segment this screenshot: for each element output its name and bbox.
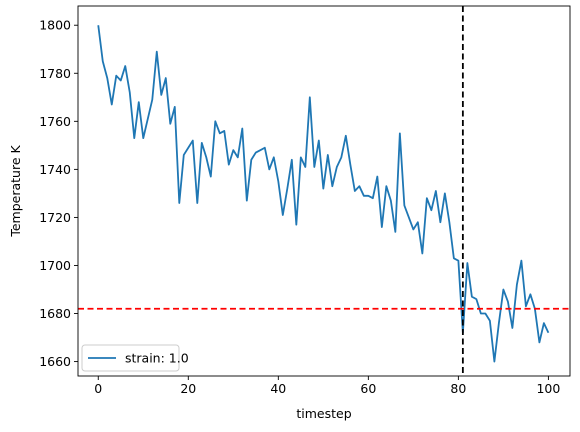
x-tick-label: 80 xyxy=(450,381,466,396)
legend-box xyxy=(81,344,180,372)
y-axis-ticks: 1660 1680 1700 1720 1740 1760 1780 1800 xyxy=(39,18,78,369)
x-axis-ticks: 0 20 40 60 80 100 xyxy=(94,376,560,396)
y-axis-title: Temperature K xyxy=(8,145,23,238)
plot-background xyxy=(78,6,570,376)
plot-frame xyxy=(77,5,571,377)
y-tick-label: 1760 xyxy=(39,114,71,129)
x-tick-label: 0 xyxy=(94,381,102,396)
y-tick-label: 1720 xyxy=(39,210,71,225)
y-tick-label: 1740 xyxy=(39,162,71,177)
y-tick-label: 1800 xyxy=(39,18,71,33)
y-tick-label: 1660 xyxy=(39,354,71,369)
y-tick-label: 1780 xyxy=(39,66,71,81)
x-axis-title: timestep xyxy=(296,406,351,421)
legend-label: strain: 1.0 xyxy=(125,351,189,366)
reference-lines xyxy=(78,6,570,376)
legend: strain: 1.0 xyxy=(81,344,189,372)
x-tick-label: 20 xyxy=(180,381,196,396)
x-tick-label: 100 xyxy=(536,381,560,396)
series-layer xyxy=(97,25,550,363)
series-line-0 xyxy=(97,25,550,363)
y-tick-label: 1680 xyxy=(39,306,71,321)
x-tick-label: 40 xyxy=(270,381,286,396)
y-tick-label: 1700 xyxy=(39,258,71,273)
x-tick-label: 60 xyxy=(360,381,376,396)
